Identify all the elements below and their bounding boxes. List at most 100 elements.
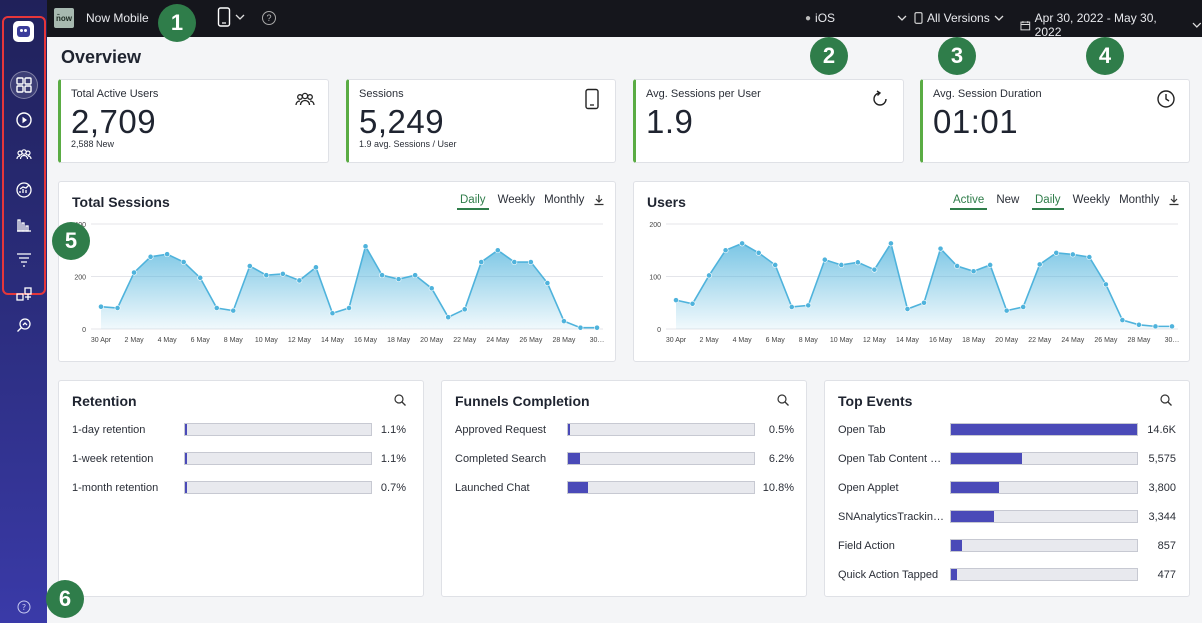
list-item[interactable]: Launched Chat 10.8% — [455, 481, 794, 494]
sidebar-item-analytics[interactable] — [10, 176, 38, 204]
x-tick-label: 16 May — [929, 337, 952, 344]
item-label: Approved Request — [455, 423, 547, 436]
x-tick-label: 30 Apr — [91, 337, 112, 344]
data-point — [904, 306, 911, 312]
progress-fill — [568, 482, 589, 493]
tab-active[interactable]: Active — [950, 194, 988, 210]
tab-daily[interactable]: Daily — [457, 194, 489, 210]
x-tick-label: 12 May — [863, 337, 886, 344]
sidebar: ? — [0, 0, 47, 623]
download-icon[interactable] — [1168, 194, 1180, 206]
sidebar-item-dashboard[interactable] — [10, 71, 38, 99]
progress-fill — [951, 511, 994, 522]
data-point — [412, 272, 419, 279]
search-icon[interactable] — [393, 393, 407, 407]
users-period-tabs: Daily Weekly Monthly — [1032, 194, 1180, 210]
kpi-label: Avg. Sessions per User — [646, 88, 761, 100]
phone-icon — [914, 12, 923, 24]
data-point — [739, 240, 746, 247]
kpi-sessions: Sessions 5,249 1.9 avg. Sessions / User — [346, 79, 616, 163]
y-tick-label: 0 — [82, 327, 86, 334]
help-icon[interactable]: ? — [262, 11, 276, 25]
x-tick-label: 4 May — [158, 337, 178, 344]
kpi-value: 1.9 — [646, 103, 694, 140]
data-point — [147, 253, 154, 260]
item-value: 3,344 — [1148, 510, 1176, 523]
list-item[interactable]: 1-day retention 1.1% — [72, 423, 406, 436]
callout-6: 6 — [46, 580, 84, 618]
data-point — [1152, 323, 1159, 330]
callout-5: 5 — [52, 222, 90, 260]
search-icon[interactable] — [776, 393, 790, 407]
tab-weekly[interactable]: Weekly — [497, 194, 536, 206]
list-item[interactable]: Quick Action Tapped 477 — [838, 568, 1176, 581]
data-point — [544, 280, 551, 286]
sidebar-item-users[interactable] — [10, 141, 38, 169]
data-point — [461, 306, 468, 313]
date-range-select[interactable]: Apr 30, 2022 - May 30, 2022 — [1020, 11, 1202, 39]
list-item[interactable]: 1-week retention 1.1% — [72, 452, 406, 465]
item-value: 477 — [1157, 568, 1176, 581]
list-item[interactable]: Open Applet 3,800 — [838, 481, 1176, 494]
grid-icon — [16, 77, 32, 93]
panel-title: Funnels Completion — [455, 393, 590, 409]
data-point — [937, 245, 944, 252]
callout-3: 3 — [938, 37, 976, 75]
progress-bar — [950, 539, 1138, 552]
x-tick-label: 28 May — [552, 337, 575, 344]
tab-monthly[interactable]: Monthly — [1119, 194, 1160, 206]
callout-2: 2 — [810, 37, 848, 75]
page-title: Overview — [61, 47, 142, 67]
app-name[interactable]: Now Mobile — [86, 11, 149, 25]
tab-new[interactable]: New — [996, 194, 1020, 206]
x-tick-label: 10 May — [255, 337, 278, 344]
data-point — [755, 249, 762, 256]
tab-daily[interactable]: Daily — [1032, 194, 1064, 210]
data-point — [180, 259, 187, 265]
kpi-label: Sessions — [359, 88, 404, 100]
item-label: Quick Action Tapped — [838, 568, 939, 581]
sidebar-item-screens[interactable] — [10, 281, 38, 309]
list-item[interactable]: SNAnalyticsTrackin… 3,344 — [838, 510, 1176, 523]
platform-select[interactable]: ● iOS — [805, 11, 907, 25]
sidebar-item-events[interactable] — [10, 211, 38, 239]
data-point — [197, 274, 204, 281]
list-item[interactable]: Open Tab Content … 5,575 — [838, 452, 1176, 465]
data-point — [313, 264, 319, 271]
sidebar-item-funnels[interactable] — [10, 246, 38, 274]
data-point — [445, 314, 452, 321]
download-icon[interactable] — [593, 194, 605, 206]
retention-panel: Retention 1-day retention 1.1% 1-week rete… — [58, 380, 424, 597]
tab-weekly[interactable]: Weekly — [1072, 194, 1111, 206]
sidebar-item-insights[interactable] — [10, 311, 38, 339]
funnel-icon — [17, 253, 31, 267]
tab-monthly[interactable]: Monthly — [544, 194, 585, 206]
list-item[interactable]: Completed Search 6.2% — [455, 452, 794, 465]
list-item[interactable]: Field Action 857 — [838, 539, 1176, 552]
sidebar-item-sessions[interactable] — [10, 106, 38, 134]
data-point — [279, 270, 286, 277]
list-item[interactable]: 1-month retention 0.7% — [72, 481, 406, 494]
platform-label: iOS — [815, 11, 836, 25]
data-point — [230, 307, 237, 314]
app-badge-icon: n̄ow — [54, 8, 74, 28]
versions-select[interactable]: All Versions — [914, 11, 1004, 25]
callout-1: 1 — [158, 4, 196, 42]
x-tick-label: 30 Apr — [666, 337, 687, 344]
sidebar-help[interactable]: ? — [10, 593, 38, 621]
progress-fill — [951, 482, 1000, 493]
list-item[interactable]: Approved Request 0.5% — [455, 423, 794, 436]
search-icon[interactable] — [1159, 393, 1173, 407]
users-mode-tabs: Active New — [950, 194, 1019, 210]
data-point — [888, 240, 894, 247]
list-item[interactable]: Open Tab 14.6K — [838, 423, 1176, 436]
users-panel: Users Active New Daily Weekly Monthly 0 1… — [633, 181, 1190, 362]
item-label: Field Action — [838, 539, 895, 552]
progress-bar — [950, 568, 1138, 581]
data-point — [428, 285, 435, 292]
app-logo-icon[interactable] — [13, 21, 34, 42]
item-value: 10.8% — [762, 481, 794, 494]
item-label: 1-day retention — [72, 423, 146, 436]
device-select[interactable] — [217, 7, 245, 27]
